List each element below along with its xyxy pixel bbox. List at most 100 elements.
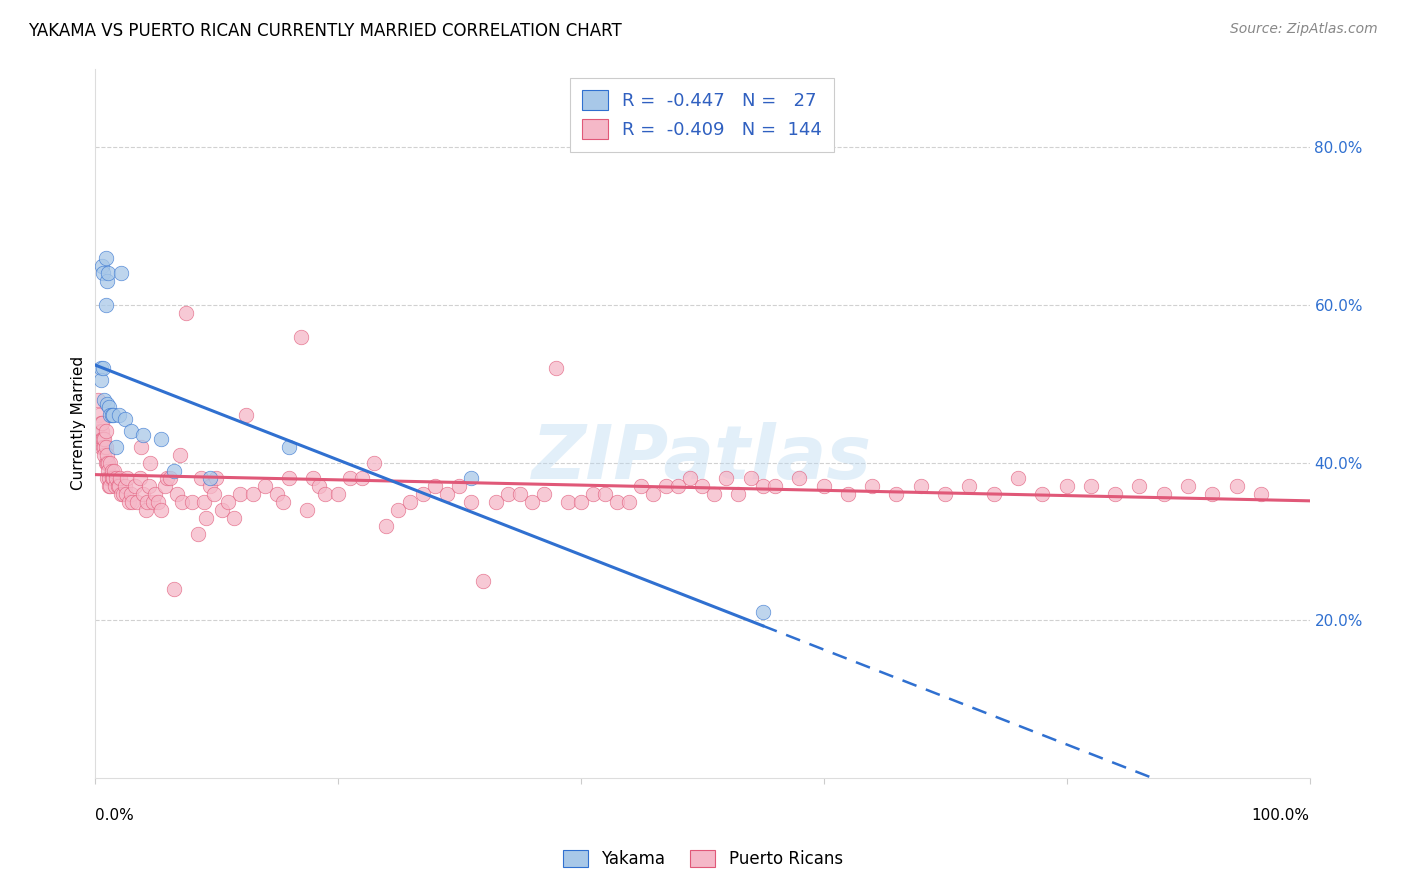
Point [679,471,702,485]
Point [509,487,531,501]
Point [211,503,233,517]
Point [174,306,197,320]
Point [97,463,120,477]
Point [90,432,112,446]
Point [89,409,111,423]
Text: Source: ZipAtlas.com: Source: ZipAtlas.com [1230,22,1378,37]
Point [90,424,112,438]
Point [375,518,398,533]
Point [666,479,689,493]
Point [217,495,239,509]
Point [98,409,121,423]
Point [229,487,252,501]
Point [105,471,128,485]
Point [91,361,114,376]
Point [1250,487,1272,501]
Point [93,440,115,454]
Point [124,479,146,493]
Point [569,495,592,509]
Point [546,361,568,376]
Point [96,274,118,288]
Point [326,487,349,501]
Point [460,495,482,509]
Point [162,582,184,596]
Point [93,432,115,446]
Point [837,487,859,501]
Point [399,495,422,509]
Point [606,495,628,509]
Point [91,432,114,446]
Point [110,267,132,281]
Point [94,424,117,438]
Point [295,503,318,517]
Point [484,495,506,509]
Point [520,495,543,509]
Point [128,471,150,485]
Point [593,487,616,501]
Point [290,329,312,343]
Point [582,487,605,501]
Point [983,487,1005,501]
Point [1153,487,1175,501]
Point [114,479,136,493]
Point [350,471,373,485]
Point [135,503,157,517]
Y-axis label: Currently Married: Currently Married [72,356,86,491]
Point [1128,479,1150,493]
Point [198,479,221,493]
Point [557,495,579,509]
Point [117,471,139,485]
Point [135,495,157,509]
Point [195,511,218,525]
Point [1226,479,1249,493]
Point [813,479,835,493]
Point [96,396,118,410]
Point [716,471,738,485]
Point [1056,479,1078,493]
Point [90,424,112,438]
Point [103,463,125,477]
Point [934,487,956,501]
Point [412,487,434,501]
Point [235,409,257,423]
Point [1080,479,1102,493]
Point [727,487,749,501]
Point [127,495,149,509]
Point [690,479,713,493]
Point [198,471,221,485]
Point [193,495,215,509]
Point [339,471,361,485]
Point [111,487,134,501]
Point [100,409,122,423]
Point [169,448,191,462]
Point [132,487,155,501]
Point [100,463,122,477]
Point [150,503,173,517]
Point [447,479,470,493]
Point [266,487,288,501]
Point [98,456,121,470]
Point [108,479,131,493]
Point [166,487,188,501]
Point [98,471,121,485]
Point [93,448,115,462]
Point [763,479,786,493]
Point [460,471,482,485]
Text: 100.0%: 100.0% [1251,808,1309,823]
Point [363,456,385,470]
Point [170,495,193,509]
Point [98,479,121,493]
Point [117,495,139,509]
Point [101,409,124,423]
Point [91,267,114,281]
Point [1104,487,1126,501]
Legend: R =  -0.447   N =   27, R =  -0.409   N =  144: R = -0.447 N = 27, R = -0.409 N = 144 [569,78,835,152]
Point [253,479,276,493]
Point [108,471,131,485]
Point [90,416,112,430]
Point [94,456,117,470]
Point [98,479,121,493]
Point [278,440,301,454]
Point [224,511,246,525]
Point [120,424,142,438]
